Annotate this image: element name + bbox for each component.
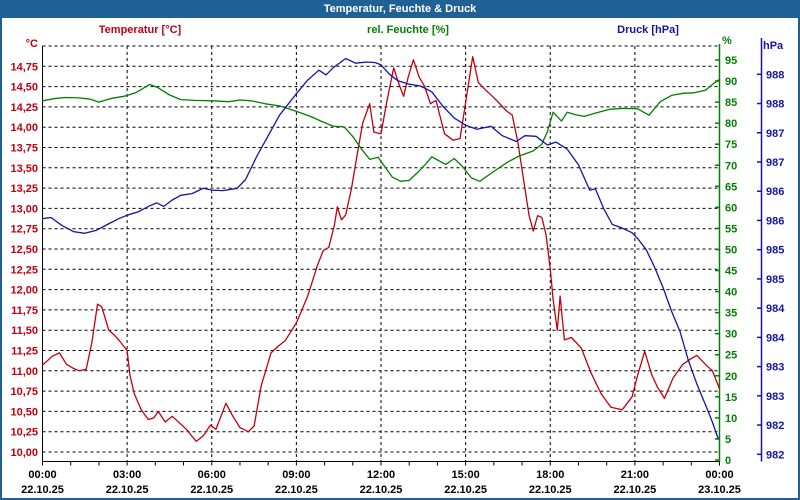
svg-text:987: 987 — [766, 157, 784, 169]
svg-text:984: 984 — [766, 303, 785, 315]
svg-text:988: 988 — [766, 99, 784, 111]
svg-text:15: 15 — [725, 392, 737, 404]
svg-text:987: 987 — [766, 128, 784, 140]
svg-text:982: 982 — [766, 449, 784, 461]
svg-text:22.10.25: 22.10.25 — [21, 484, 64, 496]
window-title: Temperatur, Feuchte & Druck — [323, 3, 477, 15]
svg-text:14,75: 14,75 — [10, 61, 38, 73]
svg-text:11,50: 11,50 — [11, 325, 38, 337]
svg-text:12,50: 12,50 — [10, 244, 38, 256]
svg-text:95: 95 — [725, 55, 737, 67]
legend-temperature: Temperatur [°C] — [98, 24, 182, 36]
svg-text:90: 90 — [725, 76, 737, 88]
svg-text:60: 60 — [725, 202, 737, 214]
svg-text:40: 40 — [725, 287, 737, 299]
svg-text:5: 5 — [725, 434, 731, 446]
svg-text:25: 25 — [725, 350, 737, 362]
svg-text:988: 988 — [766, 69, 784, 81]
humidity-axis-unit: % — [722, 35, 732, 47]
svg-text:00:00: 00:00 — [28, 469, 56, 481]
svg-text:982: 982 — [766, 420, 784, 432]
svg-text:14,50: 14,50 — [10, 82, 38, 94]
svg-text:06:00: 06:00 — [198, 469, 226, 481]
svg-text:11,00: 11,00 — [11, 366, 38, 378]
svg-text:11,75: 11,75 — [11, 305, 38, 317]
svg-text:80: 80 — [725, 118, 737, 130]
window-border-right — [798, 0, 800, 500]
svg-text:22.10.25: 22.10.25 — [190, 484, 233, 496]
temperature-axis-unit: °C — [25, 38, 38, 50]
svg-text:983: 983 — [766, 391, 784, 403]
svg-text:75: 75 — [725, 139, 737, 151]
svg-text:12,00: 12,00 — [10, 285, 38, 297]
window-border-bottom — [0, 498, 800, 500]
svg-text:00:00: 00:00 — [705, 469, 733, 481]
svg-text:10,00: 10,00 — [10, 447, 38, 459]
svg-text:18:00: 18:00 — [536, 469, 564, 481]
svg-text:986: 986 — [766, 215, 784, 227]
x-axis-labels: 00:00 22.10.25 03:00 22.10.25 06:00 22.10.25 0… — [21, 469, 741, 496]
svg-text:12,25: 12,25 — [10, 264, 38, 276]
pressure-axis-unit: hPa — [763, 40, 784, 52]
legend-pressure: Druck [hPa] — [617, 24, 679, 36]
temperature-axis-labels: 14,75 14,50 14,25 14,00 13,75 13,50 13,25 13,00… — [10, 61, 38, 459]
svg-text:45: 45 — [725, 266, 737, 278]
temperature-curve — [41, 55, 721, 443]
svg-text:13,75: 13,75 — [10, 143, 38, 155]
svg-text:10,50: 10,50 — [10, 406, 38, 418]
svg-text:22.10.25: 22.10.25 — [106, 484, 149, 496]
svg-text:0: 0 — [725, 455, 731, 467]
svg-text:85: 85 — [725, 97, 737, 109]
svg-text:15:00: 15:00 — [452, 469, 480, 481]
svg-text:10: 10 — [725, 413, 737, 425]
svg-text:03:00: 03:00 — [113, 469, 141, 481]
svg-text:11,25: 11,25 — [11, 346, 38, 358]
svg-text:09:00: 09:00 — [282, 469, 310, 481]
svg-text:21:00: 21:00 — [621, 469, 649, 481]
plot-frame — [42, 46, 720, 466]
svg-text:985: 985 — [766, 274, 784, 286]
svg-text:30: 30 — [725, 329, 737, 341]
svg-text:10,25: 10,25 — [10, 427, 38, 439]
svg-text:35: 35 — [725, 308, 737, 320]
svg-text:22.10.25: 22.10.25 — [275, 484, 318, 496]
svg-text:12:00: 12:00 — [367, 469, 395, 481]
vertical-gridlines — [126, 46, 636, 462]
svg-text:55: 55 — [725, 223, 737, 235]
svg-text:22.10.25: 22.10.25 — [529, 484, 572, 496]
svg-text:986: 986 — [766, 186, 784, 198]
svg-text:13,25: 13,25 — [10, 183, 38, 195]
svg-text:20: 20 — [725, 371, 737, 383]
svg-text:22.10.25: 22.10.25 — [360, 484, 403, 496]
legend-humidity: rel. Feuchte [%] — [367, 24, 449, 36]
svg-text:12,75: 12,75 — [10, 224, 38, 236]
svg-text:14,25: 14,25 — [10, 102, 38, 114]
svg-text:50: 50 — [725, 244, 737, 256]
svg-text:22.10.25: 22.10.25 — [613, 484, 656, 496]
svg-text:65: 65 — [725, 181, 737, 193]
window-border-left — [0, 0, 2, 500]
svg-text:983: 983 — [766, 362, 784, 374]
svg-text:70: 70 — [725, 160, 737, 172]
svg-text:10,75: 10,75 — [10, 386, 38, 398]
svg-text:23.10.25: 23.10.25 — [698, 484, 741, 496]
svg-text:22.10.25: 22.10.25 — [444, 484, 487, 496]
svg-text:984: 984 — [766, 332, 785, 344]
humidity-curve — [41, 78, 721, 182]
svg-text:985: 985 — [766, 245, 784, 257]
pressure-axis: 988 988 987 987 986 986 985 985 984 984 983 983 982 9… — [757, 38, 785, 462]
svg-text:13,00: 13,00 — [10, 203, 38, 215]
svg-text:13,50: 13,50 — [10, 163, 38, 175]
window-title-bar: Temperatur, Feuchte & Druck — [0, 0, 800, 18]
svg-text:14,00: 14,00 — [10, 122, 38, 134]
pressure-curve — [41, 57, 719, 440]
